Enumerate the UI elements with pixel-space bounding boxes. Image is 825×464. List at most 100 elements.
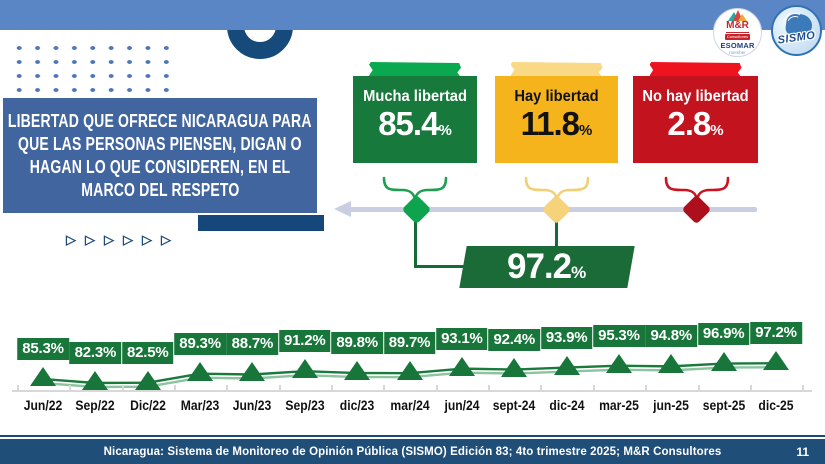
- question-line-1: LIBERTAD QUE OFRECE NICARAGUA PARA: [8, 110, 312, 131]
- highlight-box: 97.2%: [459, 246, 635, 288]
- category-label: No hay libertad: [642, 88, 749, 105]
- mr-consultores-logo: M&R Consultores ESOMAR member: [713, 8, 762, 57]
- axis-tick: [121, 385, 124, 391]
- value-box: 82.5%: [121, 341, 174, 364]
- sismo-logo-name: SISMO: [776, 29, 817, 47]
- member-label: member: [729, 49, 746, 55]
- highlight-value: 97.2%: [507, 247, 586, 287]
- x-axis-label: mar/24: [389, 398, 430, 413]
- category-card-hay-libertad: Hay libertad 11.8%: [495, 60, 618, 164]
- value-box: 93.1%: [436, 327, 488, 350]
- percent-sign: %: [710, 122, 724, 139]
- category-box: Hay libertad 11.8%: [495, 76, 618, 163]
- triangle-outline-icon: ▷: [85, 232, 95, 247]
- category-card-no-hay-libertad: No hay libertad 2.8%: [633, 60, 758, 164]
- category-value: 11.8%: [495, 106, 618, 149]
- footer-divider: [0, 435, 825, 437]
- x-axis-label: Mar/23: [180, 398, 220, 413]
- x-axis-label: dic-25: [758, 398, 794, 413]
- triangle-marker: [134, 370, 161, 390]
- percent-sign: %: [579, 122, 593, 139]
- footer-text: Nicaragua: Sistema de Monitoreo de Opini…: [103, 445, 722, 458]
- x-axis-label: Jun/23: [233, 398, 272, 413]
- x-axis-line: [12, 390, 812, 392]
- axis-tick: [802, 385, 805, 391]
- value-box: 93.9%: [540, 326, 593, 349]
- x-axis-label: dic-24: [549, 398, 585, 413]
- axis-tick: [69, 385, 72, 391]
- footer-bar: Nicaragua: Sistema de Monitoreo de Opini…: [0, 439, 825, 464]
- x-axis-label: Sep/23: [285, 398, 325, 413]
- category-value: 2.8%: [633, 106, 758, 149]
- triangle-outline-icon: ▷: [142, 232, 152, 247]
- axis-tick: [330, 385, 333, 391]
- triangle-marker: [658, 354, 685, 374]
- esomar-label: ESOMAR: [720, 41, 755, 50]
- triangle-marker: [605, 353, 632, 373]
- dots-pattern: [10, 41, 177, 97]
- axis-tick: [226, 385, 229, 391]
- value-box: 95.3%: [593, 324, 645, 347]
- sismo-logo: SISMO: [771, 5, 822, 56]
- triangle-outline-icon: ▷: [123, 232, 133, 247]
- value-box: 94.8%: [645, 325, 698, 348]
- triangle-marker: [763, 351, 790, 371]
- percent-sign: %: [571, 263, 587, 282]
- triangle-outline-icon: ▷: [104, 232, 114, 247]
- highlight-value-number: 97.2: [507, 247, 572, 286]
- axis-tick: [16, 385, 19, 391]
- triangle-marker: [30, 367, 56, 386]
- question-line-3: HAGAN LO QUE CONSIDEREN, EN EL: [29, 156, 291, 177]
- value-box: 91.2%: [279, 330, 331, 353]
- x-axis-label: Dic/22: [129, 398, 166, 413]
- triangle-outline-icon: ▷: [161, 232, 171, 247]
- connector-line: [414, 265, 470, 268]
- value-box: 89.8%: [331, 332, 383, 355]
- triangle-marker: [396, 361, 423, 381]
- top-banner: [0, 0, 825, 30]
- x-axis-label: Sep/22: [75, 398, 115, 413]
- connector-line: [555, 219, 558, 250]
- value-box: 85.3%: [17, 338, 69, 360]
- axis-tick: [383, 385, 386, 391]
- mr-logo-subtitle: Consultores: [724, 34, 751, 40]
- question-line-2: QUE LAS PERSONAS PIENSEN, DIGAN O: [18, 133, 302, 154]
- triangle-marker: [291, 359, 318, 379]
- axis-tick: [645, 385, 648, 391]
- x-axis-label: sept-24: [492, 398, 536, 413]
- triangle-marker: [187, 361, 214, 381]
- question-box: LIBERTAD QUE OFRECE NICARAGUA PARA QUE L…: [3, 98, 317, 213]
- value-box: 89.7%: [383, 332, 436, 355]
- category-value-number: 2.8: [667, 105, 711, 142]
- category-value: 85.4%: [353, 106, 477, 149]
- category-value-number: 85.4: [378, 105, 439, 142]
- axis-tick: [278, 385, 281, 391]
- value-box: 82.3%: [69, 342, 122, 364]
- triangle-outline-icon: ▷: [66, 232, 76, 247]
- axis-tick: [592, 385, 595, 391]
- triangle-marker: [239, 362, 266, 382]
- axis-tick: [488, 385, 491, 391]
- category-label: Mucha libertad: [363, 88, 467, 105]
- x-axis-label: sept-25: [702, 398, 745, 413]
- triangle-marker: [344, 361, 371, 381]
- mr-logo-chart-icon: [727, 10, 747, 21]
- page-number: 11: [796, 444, 809, 459]
- triangle-marker: [553, 355, 580, 375]
- value-box: 96.9%: [697, 322, 750, 345]
- connector-line: [414, 219, 417, 268]
- shadow-accent: [198, 215, 324, 231]
- triangle-marker: [710, 351, 737, 371]
- category-box: Mucha libertad 85.4%: [353, 76, 477, 163]
- triangle-marker: [501, 357, 528, 377]
- category-card-mucha-libertad: Mucha libertad 85.4%: [353, 60, 477, 164]
- triangle-marker: [448, 356, 475, 376]
- question-line-4: MARCO DEL RESPETO: [80, 179, 240, 200]
- arrow-left-icon: [334, 201, 351, 217]
- x-axis-label: Jun/22: [23, 398, 63, 413]
- axis-tick: [173, 385, 176, 391]
- play-icons-row: ▷ ▷ ▷ ▷ ▷ ▷: [66, 232, 171, 248]
- triangle-marker: [82, 371, 109, 390]
